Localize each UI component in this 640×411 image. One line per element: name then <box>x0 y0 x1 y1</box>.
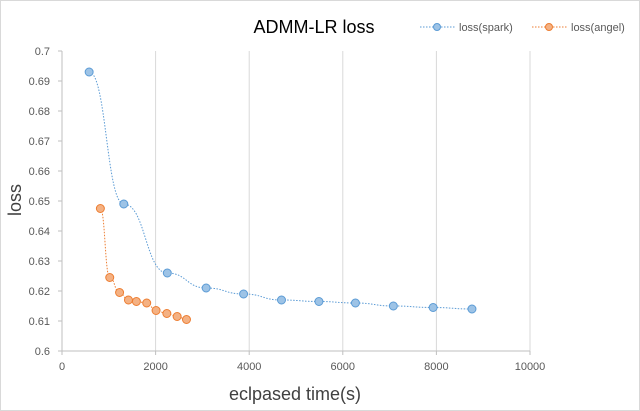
legend-item-angel: loss(angel) <box>532 22 625 34</box>
y-tick-label: 0.62 <box>29 286 50 298</box>
data-point-loss-spark <box>84 67 94 77</box>
legend-item-spark: loss(spark) <box>420 22 513 34</box>
data-point-loss-angel <box>115 288 125 297</box>
data-point-loss-angel <box>181 315 191 324</box>
y-tick-label: 0.69 <box>29 76 50 88</box>
data-point-loss-spark <box>350 298 360 308</box>
y-tick-label: 0.7 <box>35 46 50 58</box>
series-line-loss-angel <box>99 208 187 320</box>
data-point-loss-spark <box>467 304 477 314</box>
y-tick-label: 0.61 <box>29 316 50 328</box>
data-point-loss-angel <box>142 298 152 308</box>
data-point-loss-angel <box>95 204 105 213</box>
data-point-loss-angel <box>151 306 161 315</box>
y-tick-label: 0.65 <box>29 196 50 208</box>
data-point-loss-spark <box>314 297 324 306</box>
legend-label-spark: loss(spark) <box>459 22 513 34</box>
x-tick-label: 2000 <box>143 361 167 373</box>
data-point-loss-spark <box>239 289 249 299</box>
x-tick-label: 0 <box>59 361 65 373</box>
data-point-loss-angel <box>105 273 115 282</box>
y-tick-label: 0.64 <box>29 226 50 238</box>
grid <box>155 51 531 351</box>
data-point-loss-angel <box>123 295 133 305</box>
chart-title: ADMM-LR loss <box>253 17 374 37</box>
legend-marker-angel <box>545 23 553 31</box>
x-axis-title: eclpased time(s) <box>229 384 361 404</box>
x-tick-label: 8000 <box>424 361 448 373</box>
data-point-loss-spark <box>162 268 172 278</box>
y-tick-label: 0.68 <box>29 106 50 118</box>
data-point-loss-spark <box>119 199 129 209</box>
axes: 0 2000 4000 6000 8000 10000 0.6 0.61 0.62 0.63 0.6… <box>29 46 546 373</box>
legend: loss(spark) loss(angel) <box>420 22 625 34</box>
series-layer <box>84 67 477 324</box>
y-tick-label: 0.6 <box>35 346 50 358</box>
data-point-loss-spark <box>276 295 286 305</box>
x-tick-label: 4000 <box>237 361 261 373</box>
data-point-loss-spark <box>201 283 211 293</box>
data-point-loss-angel <box>131 297 141 306</box>
data-point-loss-angel <box>172 312 182 321</box>
y-tick-label: 0.63 <box>29 256 50 268</box>
y-tick-label: 0.67 <box>29 136 50 148</box>
series-line-loss-spark <box>88 71 472 310</box>
data-point-loss-spark <box>428 303 438 312</box>
x-tick-label: 6000 <box>331 361 355 373</box>
y-tick-label: 0.66 <box>29 166 50 178</box>
data-point-loss-angel <box>162 309 172 318</box>
x-tick-label: 10000 <box>515 361 546 373</box>
data-point-loss-spark <box>388 301 398 311</box>
y-axis-title: loss <box>5 184 25 216</box>
legend-label-angel: loss(angel) <box>571 22 625 34</box>
legend-marker-spark <box>433 23 441 31</box>
